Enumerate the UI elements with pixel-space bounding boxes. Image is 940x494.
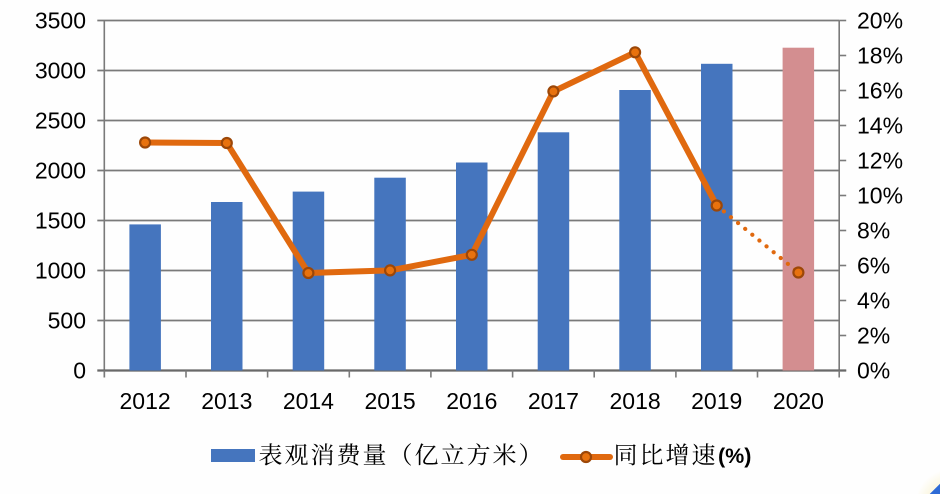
svg-text:4%: 4% xyxy=(857,288,890,314)
svg-text:500: 500 xyxy=(48,308,86,334)
svg-text:2500: 2500 xyxy=(35,108,86,134)
svg-text:2014: 2014 xyxy=(283,388,334,414)
svg-text:2000: 2000 xyxy=(35,158,86,184)
svg-text:(%): (%) xyxy=(718,444,751,468)
svg-text:14%: 14% xyxy=(857,113,903,139)
svg-text:3500: 3500 xyxy=(35,8,86,34)
svg-text:10%: 10% xyxy=(857,183,903,209)
svg-text:1000: 1000 xyxy=(35,258,86,284)
svg-text:8%: 8% xyxy=(857,218,890,244)
svg-text:16%: 16% xyxy=(857,78,903,104)
svg-text:2017: 2017 xyxy=(528,388,579,414)
svg-text:2020: 2020 xyxy=(773,388,824,414)
svg-text:0: 0 xyxy=(73,358,86,384)
svg-text:2013: 2013 xyxy=(201,388,252,414)
svg-text:2018: 2018 xyxy=(610,388,661,414)
svg-text:0%: 0% xyxy=(857,358,890,384)
svg-text:2015: 2015 xyxy=(365,388,416,414)
svg-text:3000: 3000 xyxy=(35,58,86,84)
svg-text:12%: 12% xyxy=(857,148,903,174)
svg-text:20%: 20% xyxy=(857,8,903,34)
svg-text:2012: 2012 xyxy=(120,388,171,414)
svg-text:2%: 2% xyxy=(857,323,890,349)
svg-text:2016: 2016 xyxy=(446,388,497,414)
svg-text:6%: 6% xyxy=(857,253,890,279)
svg-text:1500: 1500 xyxy=(35,208,86,234)
svg-text:18%: 18% xyxy=(857,43,903,69)
svg-text:2019: 2019 xyxy=(691,388,742,414)
